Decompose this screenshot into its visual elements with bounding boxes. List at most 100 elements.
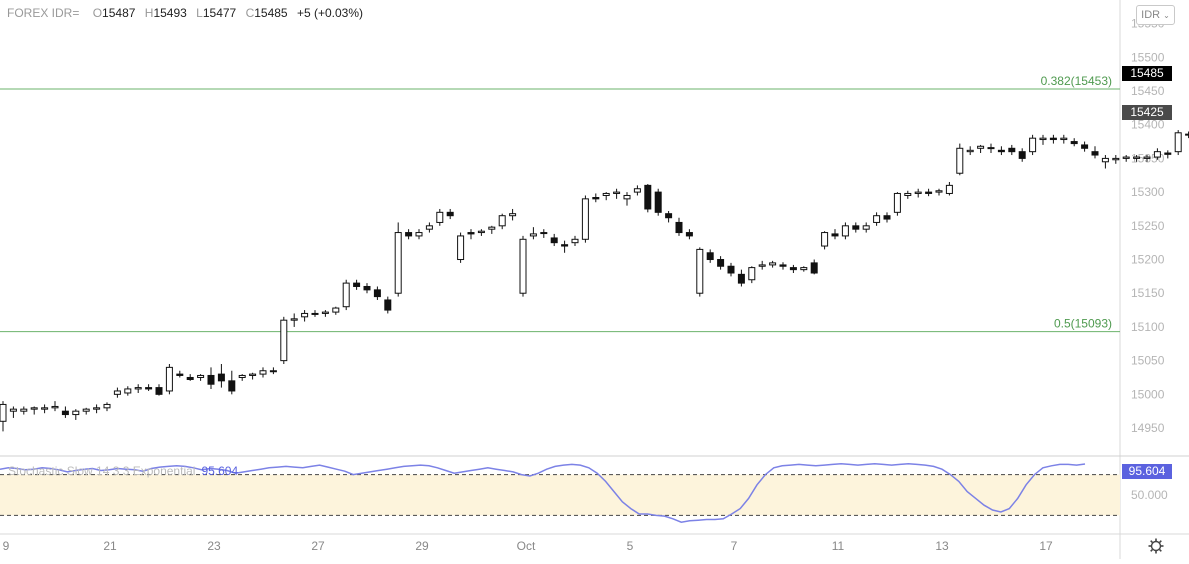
candle-body (155, 387, 163, 395)
stochastic-name: Stochastic Slow 14 3 3 Exponential (8, 464, 196, 478)
candle-body (769, 262, 777, 266)
x-tick-label: Oct (517, 539, 536, 553)
candle-body (1018, 151, 1026, 159)
candle-body (665, 213, 673, 219)
fib-level-label: 0.382(15453) (1041, 74, 1112, 88)
stochastic-line (0, 462, 1086, 523)
candle-body (873, 215, 881, 223)
candle-body (852, 225, 860, 230)
candle-body (134, 387, 142, 390)
candle-body (1133, 156, 1141, 159)
candle-body (0, 403, 7, 422)
candle-body (1060, 137, 1068, 141)
y-tick-label: 15000 (1131, 387, 1165, 401)
candle-body (800, 267, 808, 271)
y-tick-label: 14950 (1131, 421, 1165, 435)
candle-body (987, 147, 995, 150)
candle-body (488, 226, 496, 230)
y-tick-label: 15100 (1131, 320, 1165, 334)
candle-body (20, 408, 28, 412)
candle-body (945, 184, 953, 194)
y-tick-label: 15400 (1131, 118, 1165, 132)
x-tick-label: 17 (1039, 539, 1053, 553)
candle-body (82, 408, 90, 412)
y-tick-label: 15150 (1131, 286, 1165, 300)
candle-body (342, 282, 350, 308)
candle-body (893, 192, 901, 213)
x-tick-label: 7 (731, 539, 738, 553)
x-tick-label: 27 (311, 539, 325, 553)
currency-select-button[interactable]: IDR ⌄ (1136, 5, 1175, 25)
candle-body (498, 215, 506, 227)
candle-body (51, 405, 59, 409)
candle-body (405, 232, 413, 237)
crosshair-price-tag: 15425 (1122, 105, 1172, 120)
candle-body (280, 319, 288, 362)
settings-gear-icon[interactable] (1147, 537, 1165, 555)
chevron-down-icon: ⌄ (1163, 11, 1170, 20)
candle-body (540, 232, 548, 235)
candle-body (966, 149, 974, 153)
x-tick-label: 11 (832, 539, 845, 553)
low-value: 15477 (202, 6, 237, 20)
candle-body (363, 285, 371, 291)
candle-body (571, 238, 579, 244)
candle-body (1101, 157, 1109, 163)
candle-body (124, 388, 132, 394)
candle-body (1153, 151, 1161, 158)
candle-body (956, 147, 964, 174)
candle-body (997, 149, 1005, 153)
candle-body (1112, 157, 1120, 161)
currency-label: IDR (1141, 9, 1161, 21)
candle-body (623, 194, 631, 200)
candle-body (311, 312, 319, 315)
y-tick-label: 15500 (1131, 50, 1165, 64)
candle-body (113, 390, 121, 395)
candle-body (727, 265, 735, 274)
candle-body (758, 264, 766, 267)
x-tick-label: 21 (103, 539, 117, 553)
candle-body (228, 380, 236, 392)
high-key: H (144, 6, 154, 20)
candle-body (332, 307, 340, 313)
stochastic-band (0, 474, 1120, 516)
open-value: 15487 (102, 6, 136, 20)
candle-body (446, 211, 454, 217)
candle-body (1081, 144, 1089, 149)
candle-body (789, 267, 797, 271)
y-tick-label: 15050 (1131, 354, 1165, 368)
high-value: 15493 (153, 6, 187, 20)
candle-body (176, 373, 184, 376)
candle-body (1164, 152, 1172, 155)
candle-body (1070, 141, 1078, 145)
candle-body (93, 407, 101, 410)
candle-body (717, 259, 725, 267)
change-value: +5 (+0.03%) (296, 6, 363, 20)
candle-body (1029, 137, 1037, 153)
candle-body (592, 197, 600, 200)
candle-body (821, 232, 829, 247)
candle-body (550, 237, 558, 244)
candle-body (1122, 156, 1130, 159)
open-key: O (92, 6, 103, 20)
candle-body (509, 213, 517, 217)
candle-body (613, 191, 621, 194)
stochastic-value: 95.604 (201, 464, 239, 478)
candle-body (353, 282, 361, 287)
candle-body (103, 403, 111, 409)
candle-body (72, 410, 80, 416)
y-tick-label: 15450 (1131, 84, 1165, 98)
candle-body (644, 184, 652, 210)
candle-body (633, 188, 641, 193)
candle-body (519, 238, 527, 294)
candle-body (30, 407, 38, 410)
y-tick-label: 15200 (1131, 253, 1165, 267)
candle-body (529, 233, 537, 237)
candle-body (748, 267, 756, 281)
x-tick-label: 13 (935, 539, 949, 553)
candle-body (696, 248, 704, 294)
candle-body (935, 190, 943, 193)
candle-body (301, 312, 309, 318)
